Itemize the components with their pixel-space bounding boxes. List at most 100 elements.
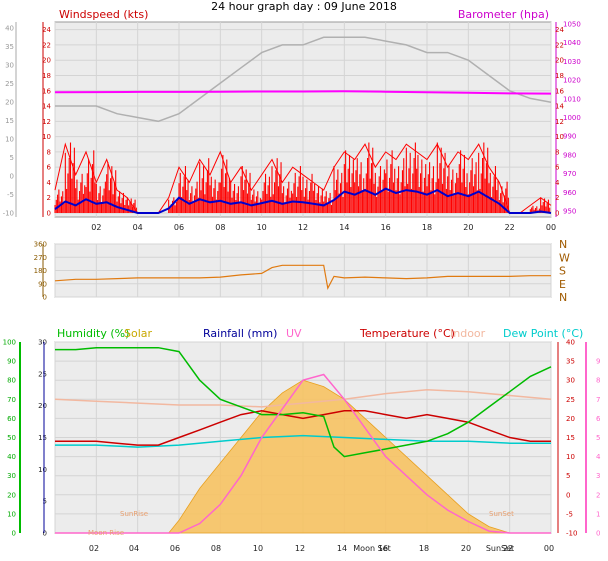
graph-title: 24 hour graph day : 09 June 2018	[211, 0, 397, 13]
panel-1-right-inner-tick: 22	[555, 41, 564, 49]
panel-3-humidity-tick: 20	[7, 491, 16, 499]
panel-1-right-tick: 1050	[563, 21, 581, 29]
panel-3-humidity-tick: 40	[7, 453, 16, 461]
panel-3-temp-tick: 15	[566, 434, 575, 442]
panel-1-x-tick: 16	[381, 223, 391, 232]
panel-1-right-inner-tick: 24	[555, 26, 564, 34]
panel-1-right-tick: 980	[563, 151, 576, 159]
panel-1-right-inner-tick: 20	[555, 57, 564, 65]
panel-3-humidity-tick: 90	[7, 358, 16, 366]
panel-1-left-tick: 16	[42, 87, 51, 95]
panel-2-left-tick: 180	[34, 267, 47, 275]
panel-3-temp-tick: 0	[566, 491, 570, 499]
panel-1-outer-left-tick: 30	[5, 62, 14, 70]
panel-3-temp-tick: 20	[566, 415, 575, 423]
panel-3-uv-tick: 2	[596, 491, 600, 499]
panel-3-humidity-tick: 50	[7, 434, 16, 442]
panel-1-temperature-ghost-line	[55, 36, 552, 123]
panel-2-compass-tick: E	[559, 278, 566, 291]
panel-1-left-tick: 10	[42, 133, 51, 141]
panel-3-uv-tick: 4	[596, 453, 601, 461]
panel-1-right-tick: 1010	[563, 95, 581, 103]
panel-1-barometer-line	[54, 90, 552, 95]
panel-3-solar-tick: 15	[38, 434, 47, 442]
panel-2-left-tick: 360	[34, 241, 47, 249]
panel-1-outer-left-tick: -10	[3, 210, 14, 218]
panel-3-legend-6: Dew Point (°C)	[503, 327, 583, 340]
panel-3-humidity-tick: 10	[7, 510, 16, 518]
panel-1-right-inner-tick: 4	[555, 179, 560, 187]
panel-1-left-tick: 24	[42, 26, 51, 34]
panel-2-left-tick: 0	[43, 294, 47, 302]
panel-1-left-tick: 14	[42, 103, 51, 111]
panel-3-x-tick: 20	[461, 544, 471, 553]
panel-3-solar-tick: 20	[38, 402, 47, 410]
panel-1-outer-left-tick: -5	[7, 191, 14, 199]
panel-3-temp-tick: 30	[566, 377, 575, 385]
panel-3-temp-tick: 5	[566, 472, 570, 480]
annotation-sunrise: SunRise	[120, 510, 148, 518]
panel-3-solar-tick: 5	[43, 498, 47, 506]
panel-1-outer-left-tick: 15	[5, 117, 14, 125]
panel-1-left-tick: 2	[47, 194, 51, 202]
panel-3-uv-tick: 1	[596, 510, 600, 518]
panel-1-left-tick: 4	[47, 179, 52, 187]
panel-3-x-tick: 00	[544, 544, 554, 553]
panel-3-temp-tick: 35	[566, 358, 575, 366]
panel-3-dewpoint-line	[55, 434, 551, 448]
panel-3-uv-tick: 3	[596, 472, 600, 480]
panel-1-left-tick: 18	[42, 72, 51, 80]
panel-3-humidity-tick: 80	[7, 377, 16, 385]
annotation-moonrise: Moon Rise	[88, 529, 124, 537]
panel-3-x-tick: 14	[337, 544, 347, 553]
panel-3-humidity-tick: 30	[7, 472, 16, 480]
panel-1-outer-left-tick: 20	[5, 99, 14, 107]
panel-2-compass-tick: N	[559, 238, 567, 251]
panel-3-humidity-tick: 70	[7, 396, 16, 404]
annotation-sunset: SunSet	[489, 510, 514, 518]
panel-3-solar-tick: 0	[43, 530, 47, 538]
panel-3-x-tick: Moon Set	[353, 544, 390, 553]
panel-1-right-tick: 1040	[563, 39, 581, 47]
panel-3-x-tick: 08	[211, 544, 221, 553]
panel-2-compass-tick: N	[559, 291, 567, 304]
panel-1-right-tick: 1000	[563, 114, 581, 122]
panel-1-right-inner-tick: 18	[555, 72, 564, 80]
panel-3-solar-tick: 25	[38, 370, 47, 378]
panel-3-uv-tick: 9	[596, 358, 600, 366]
panel-3-temp-tick: 40	[566, 339, 575, 347]
panel-1-right-inner-tick: 8	[555, 148, 559, 156]
panel-3-uv-tick: 8	[596, 377, 600, 385]
panel-1-left-tick: 6	[47, 164, 52, 172]
panel-1-gust-series	[54, 142, 551, 213]
panel-1-right-tick: 970	[563, 170, 576, 178]
panel-1-x-tick: 08	[215, 223, 225, 232]
panel-1-average-wind-line	[54, 187, 552, 214]
panel-1-right-tick: 1030	[563, 58, 581, 66]
panel-1-right-inner-tick: 14	[555, 103, 564, 111]
panel-1-right-inner-tick: 10	[555, 133, 564, 141]
windspeed-label: Windspeed (kts)	[59, 8, 148, 21]
panel-3-x-tick: 16	[378, 544, 388, 553]
panel-3-legend-0: Humidity (%)	[57, 327, 129, 340]
panel-3-uv-tick: 6	[596, 415, 601, 423]
panel-1-x-tick: 06	[174, 223, 184, 232]
panel-3-temp-tick: -5	[566, 510, 573, 518]
panel-1-x-tick: 22	[505, 223, 515, 232]
panel-1-left-tick: 22	[42, 41, 51, 49]
panel-2-direction-line	[54, 264, 551, 291]
panel-3-x-tick: SunSet	[486, 544, 514, 553]
panel-1-right-inner-tick: 2	[555, 194, 559, 202]
panel-3-uv-tick: 5	[596, 434, 600, 442]
panel-3-temp-tick: 25	[566, 396, 575, 404]
panel-3-indoor-line	[54, 389, 552, 408]
panel-3-humidity-tick: 60	[7, 415, 16, 423]
panel-2-compass-tick: W	[559, 251, 570, 264]
panel-1-left-tick: 20	[42, 57, 51, 65]
panel-3-legend-4: Temperature (°C)	[359, 327, 455, 340]
panel-3-x-tick: 12	[295, 544, 305, 553]
panel-3-legend-2: Rainfall (mm)	[203, 327, 277, 340]
panel-1-outer-left-tick: 35	[5, 43, 14, 51]
